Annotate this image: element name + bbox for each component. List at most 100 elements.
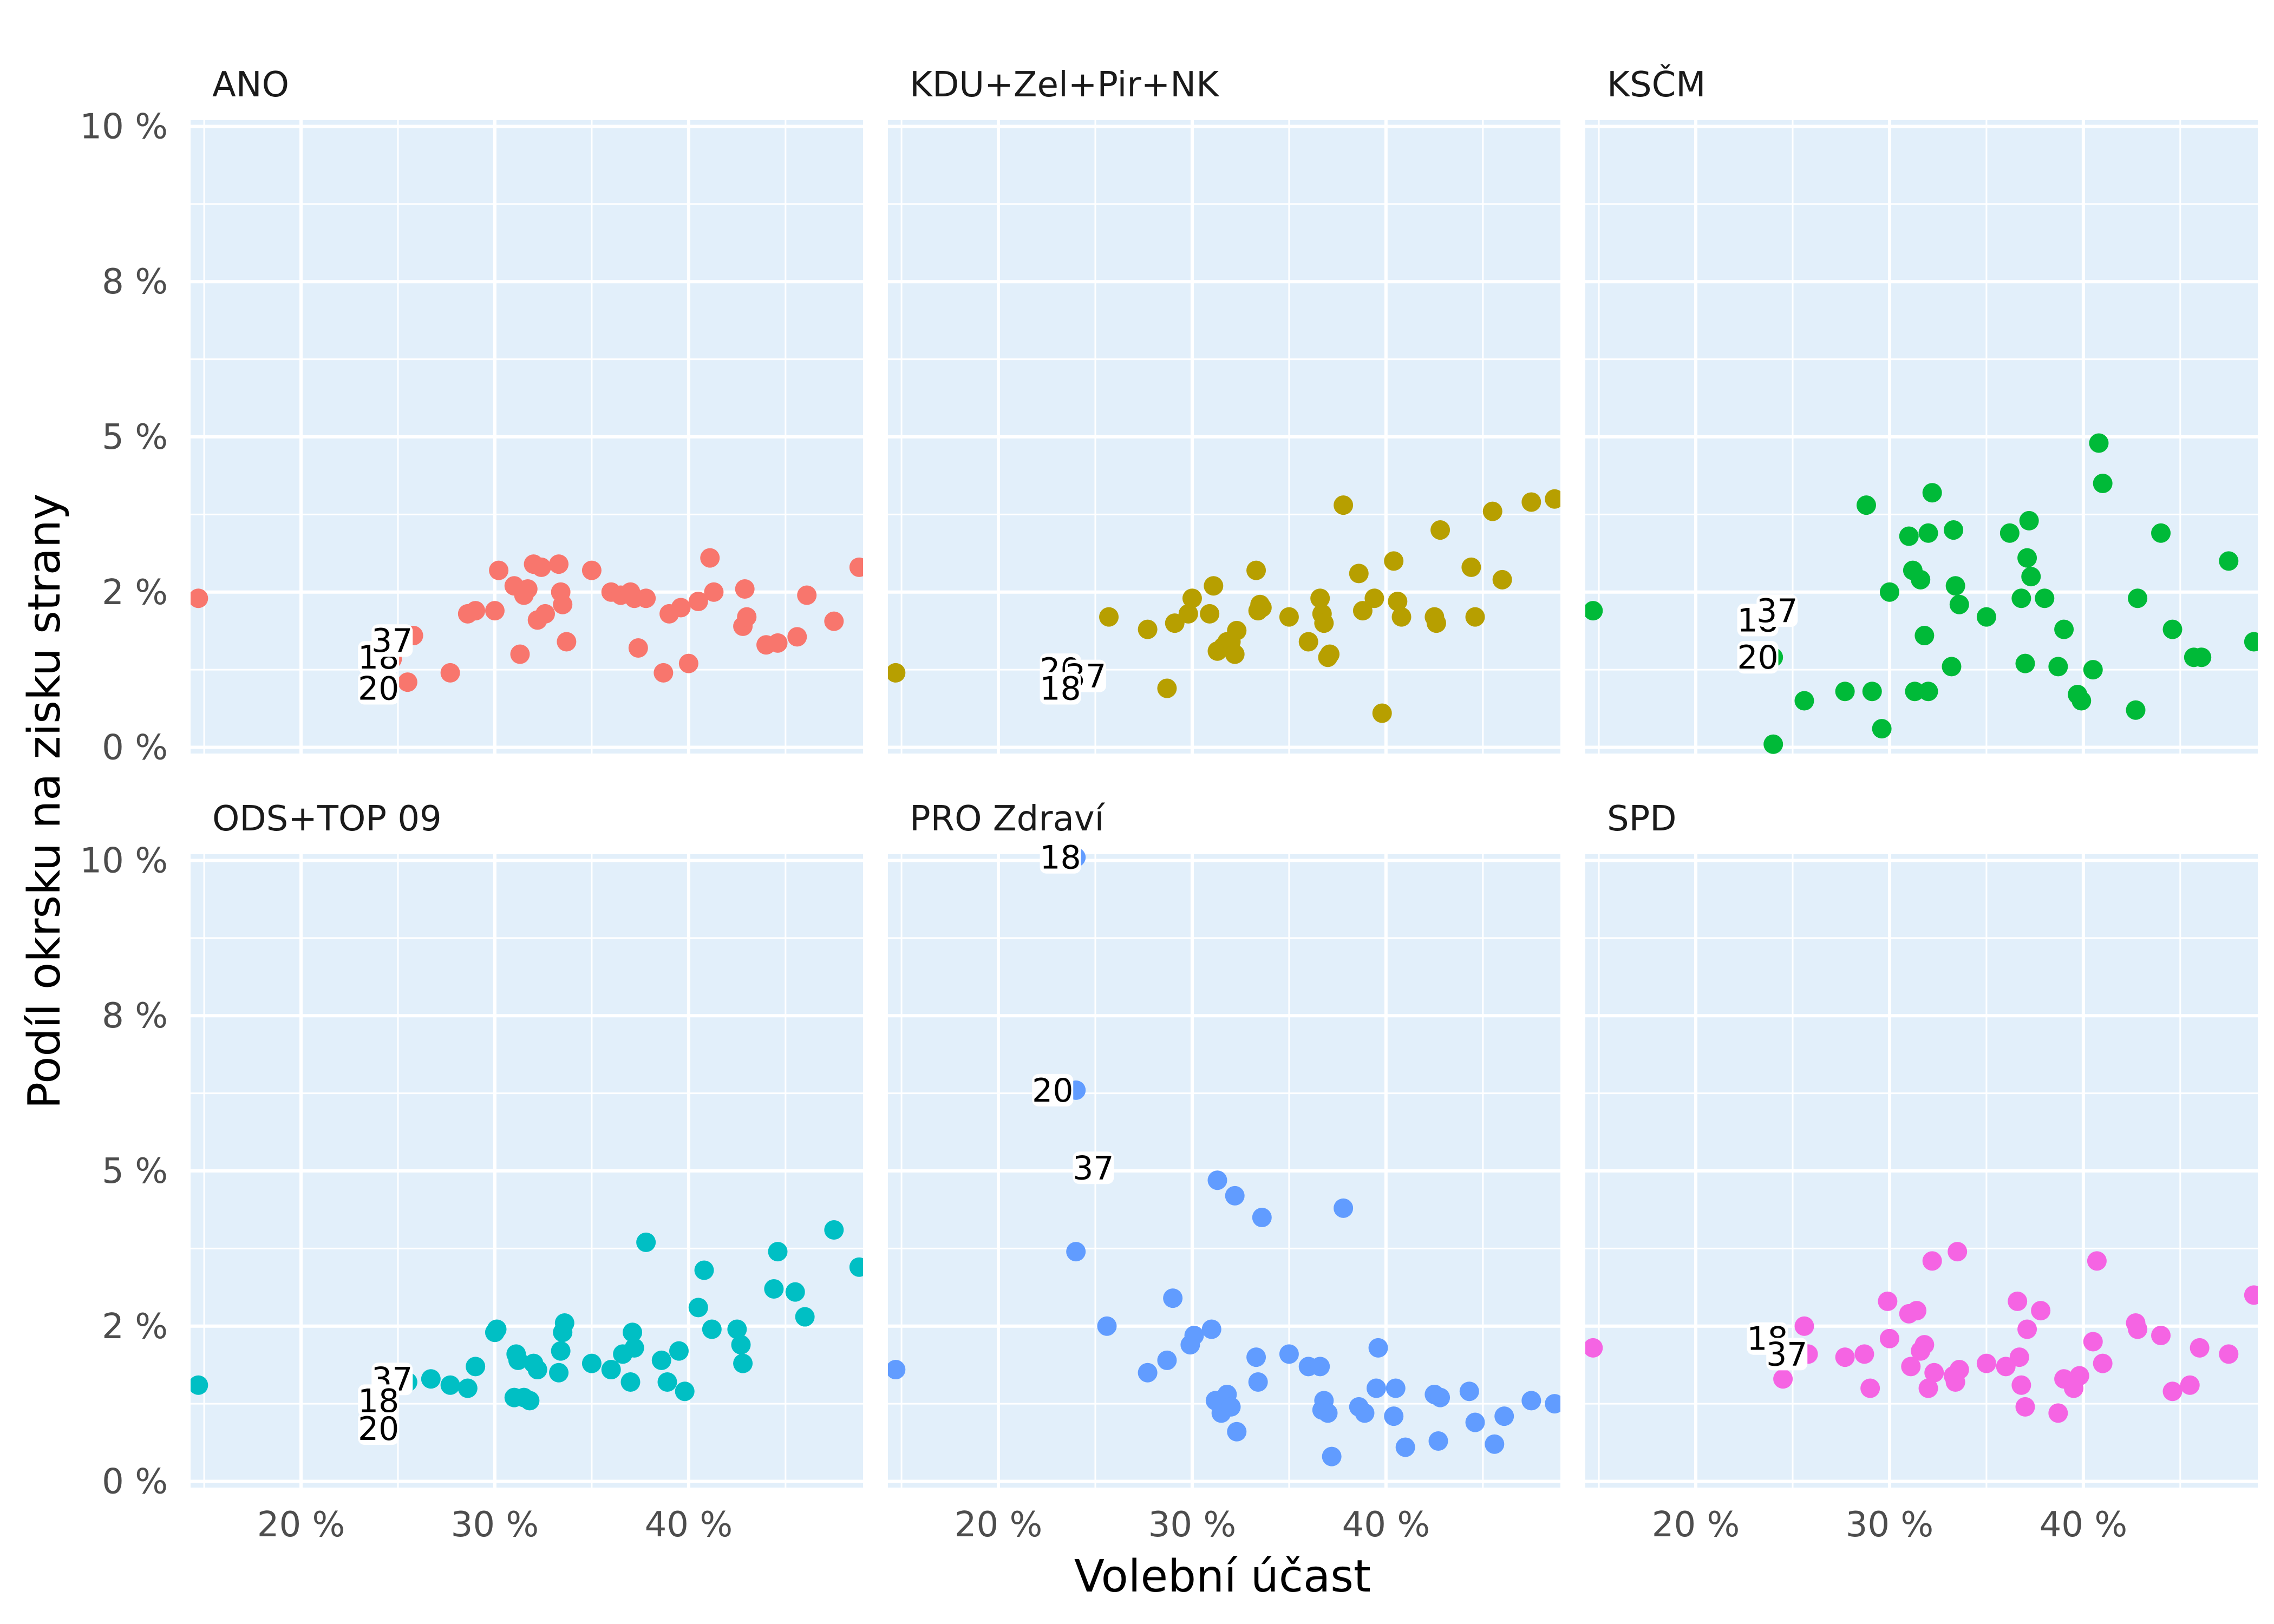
data-point [1999, 523, 2020, 543]
data-point [2162, 1381, 2182, 1402]
data-point [1996, 1357, 2016, 1377]
data-point [2009, 1347, 2029, 1367]
data-point [1860, 1378, 1880, 1398]
data-point [678, 653, 698, 673]
data-point [785, 1282, 805, 1302]
data-point [1391, 607, 1412, 627]
data-point [1227, 620, 1247, 640]
data-point [2192, 647, 2212, 667]
data-point [1521, 1391, 1541, 1411]
data-point [1246, 560, 1266, 580]
data-point [704, 582, 724, 602]
point-label: 20 [1032, 1072, 1073, 1110]
point-label: 18 [1040, 670, 1081, 708]
data-point [2069, 1366, 2089, 1386]
point-label-box [358, 672, 400, 705]
data-point [1905, 682, 1925, 702]
data-point [557, 632, 577, 652]
data-point [2017, 1319, 2037, 1339]
data-point [421, 1369, 441, 1389]
data-point [520, 1391, 540, 1411]
data-point [764, 1279, 784, 1299]
point-label-box [1073, 1151, 1114, 1184]
y-tick-label: 10 % [80, 841, 168, 881]
y-tick-label: 2 % [102, 1307, 168, 1347]
data-point [551, 1341, 571, 1361]
facet-panel: PRO Zdraví 20 % 30 % 40 % 18 20 37 [888, 799, 1560, 1545]
x-tick-label: 20 % [955, 1505, 1043, 1545]
data-point [2048, 1403, 2068, 1423]
data-point [1097, 1316, 1117, 1336]
data-point [654, 663, 674, 683]
data-point [768, 1242, 788, 1262]
data-point [1918, 523, 1938, 543]
data-point [1545, 489, 1560, 509]
data-point [1138, 619, 1158, 639]
data-point [1246, 1347, 1266, 1367]
data-point [1426, 613, 1446, 633]
data-point [727, 1319, 747, 1339]
data-point [2008, 1291, 2028, 1311]
data-point [1430, 520, 1450, 540]
data-point [1252, 1208, 1272, 1228]
data-point [795, 1307, 815, 1327]
data-point [1856, 495, 1876, 515]
data-point [2048, 657, 2068, 677]
point-label-box [358, 1412, 400, 1445]
data-point [1225, 1186, 1245, 1206]
data-point [1465, 607, 1485, 627]
data-point [1178, 604, 1198, 624]
x-tick-label: 40 % [1342, 1505, 1430, 1545]
point-label: 37 [1766, 1335, 1807, 1373]
facet-title: KDU+Zel+Pir+NK [910, 65, 1220, 105]
data-point [669, 1341, 689, 1361]
data-point [651, 1350, 671, 1370]
data-point [1763, 734, 1783, 754]
data-point [1942, 657, 1962, 677]
data-point [191, 1375, 208, 1395]
point-label: 18 [1040, 839, 1081, 877]
data-point [620, 1372, 641, 1392]
data-point [1914, 1335, 1935, 1355]
data-point [1349, 564, 1369, 584]
data-point [1298, 632, 1318, 652]
point-label-box [1040, 672, 1081, 705]
data-point [2021, 567, 2041, 587]
y-tick-label: 5 % [102, 417, 168, 457]
data-point [1485, 1434, 1505, 1454]
points-group [888, 489, 1560, 723]
y-tick-label: 8 % [102, 996, 168, 1036]
facet-title: SPD [1607, 799, 1677, 839]
data-point [1364, 588, 1384, 608]
data-point [1320, 644, 1340, 664]
data-point [510, 644, 530, 664]
data-point [440, 1375, 460, 1395]
data-point [1099, 607, 1119, 627]
data-point [657, 1372, 677, 1392]
data-point [1545, 1394, 1560, 1414]
data-point [1918, 682, 1938, 702]
data-point [1163, 1288, 1183, 1308]
data-point [1184, 1325, 1204, 1345]
data-point [1521, 492, 1541, 512]
data-point [675, 1381, 695, 1402]
data-point [688, 1298, 708, 1318]
data-point [1366, 1378, 1386, 1398]
data-point [1428, 1431, 1448, 1451]
data-point [1165, 613, 1185, 633]
data-point [1221, 1397, 1241, 1417]
data-point [888, 663, 906, 683]
data-point [1310, 1357, 1330, 1377]
point-label: 20 [358, 1410, 399, 1448]
data-point [2151, 523, 2171, 543]
data-point [2128, 1319, 2148, 1339]
y-tick-label: 0 % [102, 1462, 168, 1502]
data-point [2219, 1344, 2239, 1364]
data-point [1248, 1372, 1268, 1392]
data-point [1279, 607, 1299, 627]
data-point [768, 633, 788, 653]
data-point [1854, 1344, 1874, 1364]
